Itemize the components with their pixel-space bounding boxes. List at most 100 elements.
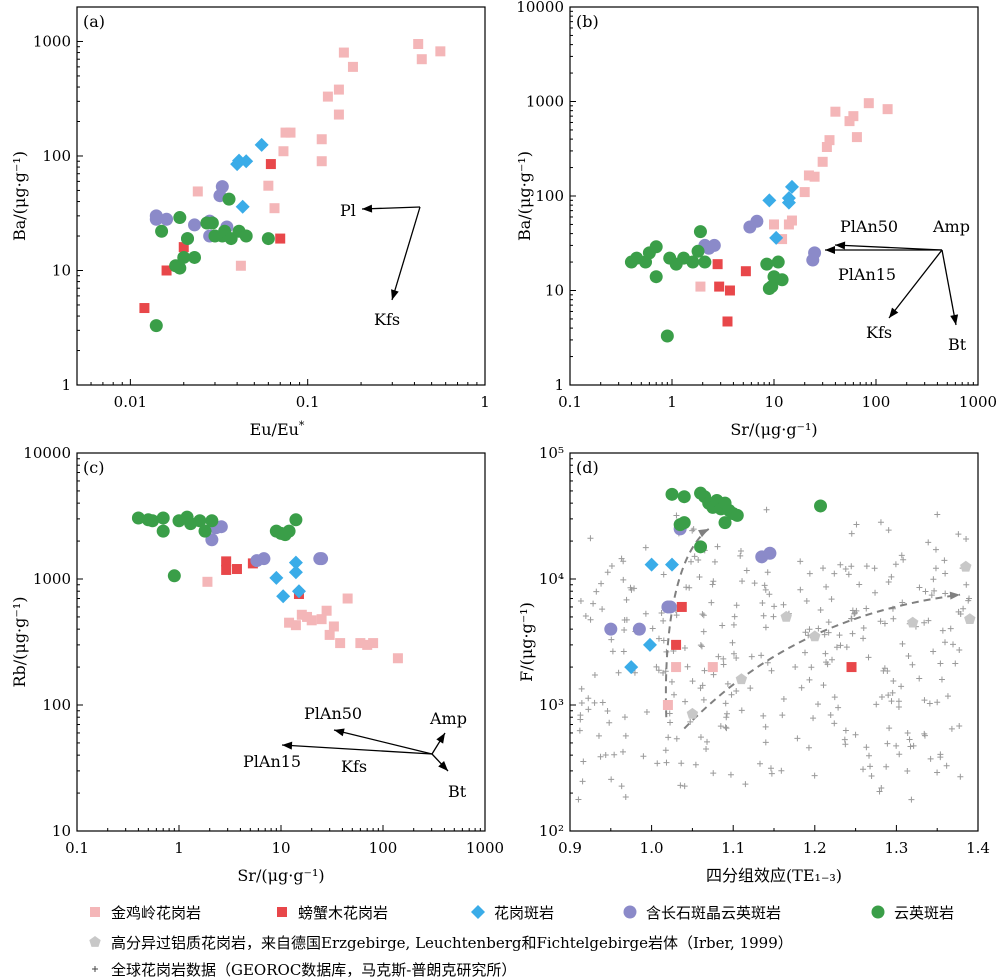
global-granite-point <box>620 576 627 583</box>
global-granite-point <box>615 669 622 676</box>
quartz_porphyry-point <box>205 216 219 230</box>
global-granite-point <box>889 689 896 696</box>
global-granite-point <box>867 763 874 770</box>
global-granite-point <box>823 659 830 666</box>
jinjiling-point <box>821 142 832 153</box>
global-granite-point <box>582 612 589 619</box>
global-granite-point <box>815 625 822 632</box>
jinjiling-point <box>316 614 327 625</box>
global-granite-point <box>956 647 963 654</box>
hf_granite-point <box>964 613 976 624</box>
quartz_porphyry-point <box>691 244 705 258</box>
global-granite-point <box>877 519 884 526</box>
legend-marker-granite_porphyry <box>471 905 485 919</box>
global-granite-point <box>873 701 880 708</box>
global-granite-point <box>842 741 849 748</box>
global-granite-point <box>623 596 630 603</box>
global-granite-point <box>697 734 704 741</box>
global-granite-point <box>723 725 730 732</box>
legend-label-granite_porphyry: 花岗斑岩 <box>494 904 554 922</box>
x-tick-label: 100 <box>862 393 891 411</box>
global-granite-point <box>856 581 863 588</box>
y-axis-title: F/(μg·g⁻¹) <box>517 602 536 682</box>
quartz_porphyry-point <box>771 255 785 269</box>
feldspar_qp-point <box>763 546 777 560</box>
global-granite-point <box>662 747 669 754</box>
global-granite-point <box>731 613 738 620</box>
global-granite-point <box>631 669 638 676</box>
jinjiling-point <box>824 135 835 146</box>
global-granite-point <box>767 765 774 772</box>
quartz_porphyry-point <box>156 524 170 538</box>
x-tick-label: 0.9 <box>558 839 582 857</box>
global-granite-point <box>620 648 627 655</box>
global-granite-point <box>739 578 746 585</box>
granite_porphyry-point <box>781 191 796 206</box>
pangxiemu-point <box>178 242 189 253</box>
jinjiling-point <box>278 146 289 157</box>
global-granite-point <box>797 586 804 593</box>
global-granite-point <box>717 723 724 730</box>
global-granite-point <box>927 755 934 762</box>
feldspar_qp-point <box>160 212 174 226</box>
global-granite-point <box>673 512 680 519</box>
y-tick-label: 10⁴ <box>539 570 564 588</box>
pangxiemu-point <box>714 281 725 292</box>
global-granite-point <box>587 616 594 623</box>
global-granite-point <box>654 760 661 767</box>
global-granite-point <box>877 618 884 625</box>
global-granite-point <box>681 783 688 790</box>
granite_porphyry-point <box>276 589 291 604</box>
y-tick-label: 10000 <box>23 444 71 462</box>
jinjiling-point <box>296 609 307 620</box>
global-granite-point <box>737 552 744 559</box>
quartz_porphyry-point <box>694 540 708 554</box>
jinjiling-point <box>235 260 246 271</box>
y-tick-label: 10³ <box>539 696 564 714</box>
legend-marker-global <box>92 966 98 972</box>
trend-arrow-1 <box>664 528 710 718</box>
global-granite-point <box>860 635 867 642</box>
x-tick-label: 1.0 <box>640 839 664 857</box>
global-granite-point <box>842 727 849 734</box>
legend-marker-hf_granite <box>89 936 101 947</box>
y-tick-label: 1000 <box>33 570 71 588</box>
chart-panel-b: 0.1 1 10 100 1000110100100010000(b)Sr/(μg·g⁻… <box>515 0 997 439</box>
global-granite-point <box>730 621 737 628</box>
jinjiling-point <box>695 281 706 292</box>
global-granite-point <box>608 636 615 643</box>
global-granite-point <box>660 637 667 644</box>
jinjiling-point <box>416 54 427 65</box>
granite_porphyry-point <box>642 637 657 652</box>
quartz_porphyry-point <box>239 229 253 243</box>
global-granite-point <box>667 719 674 726</box>
y-axis-title: Ba/(μg·g⁻¹) <box>515 151 534 241</box>
quartz_porphyry-point <box>765 280 779 294</box>
global-granite-point <box>956 723 963 730</box>
jinjiling-point <box>809 171 820 182</box>
global-granite-point <box>931 587 938 594</box>
global-granite-point <box>703 745 710 752</box>
global-granite-point <box>677 782 684 789</box>
global-granite-point <box>884 740 891 747</box>
global-granite-point <box>820 565 827 572</box>
panel-label: (b) <box>576 12 599 31</box>
global-granite-point <box>760 712 767 719</box>
global-granite-point <box>727 771 734 778</box>
feldspar_qp-point <box>257 552 271 566</box>
jinjiling-point <box>280 127 291 138</box>
global-granite-point <box>833 644 840 651</box>
y-tick-label: 10⁵ <box>539 444 564 462</box>
global-granite-point <box>729 639 736 646</box>
granite_porphyry-point <box>665 557 679 572</box>
x-tick-label: 0.1 <box>65 839 89 857</box>
trend-arrow-1-head <box>698 528 709 538</box>
global-granite-point <box>890 615 897 622</box>
quartz_porphyry-point <box>155 224 169 238</box>
global-granite-point <box>810 715 817 722</box>
global-granite-point <box>778 767 785 774</box>
pangxiemu-point <box>724 285 735 296</box>
global-granite-point <box>764 569 771 576</box>
y-tick-label: 100 <box>535 187 564 205</box>
feldspar_qp-point <box>707 238 721 252</box>
